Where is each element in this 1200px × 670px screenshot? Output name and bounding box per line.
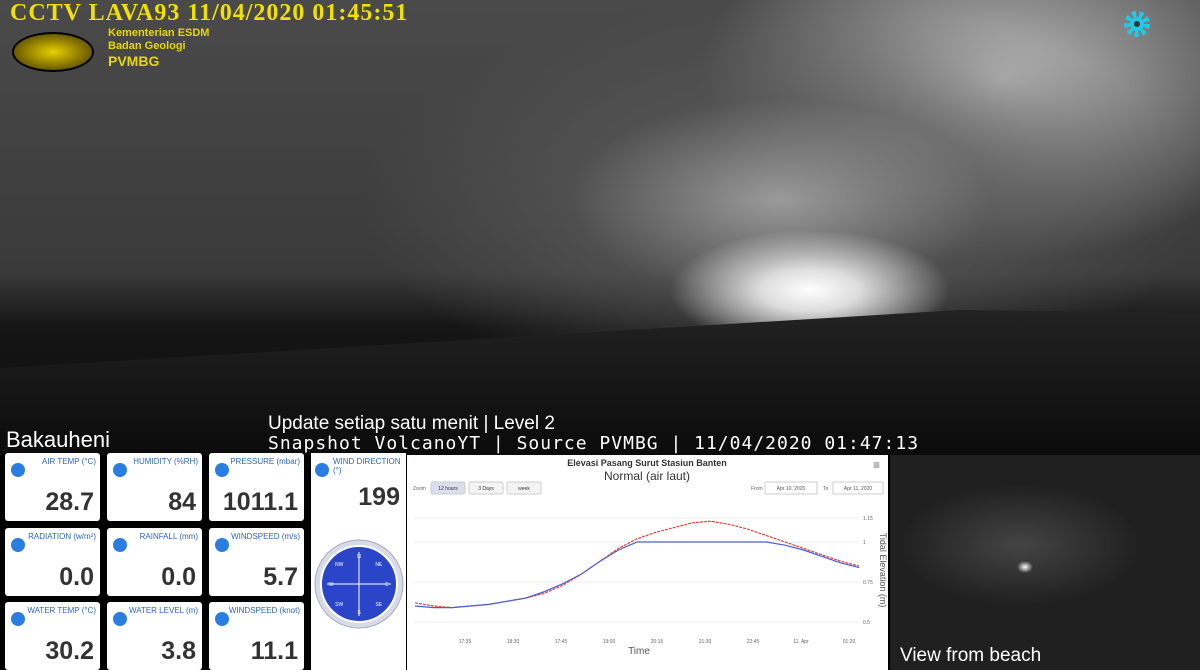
- x-tick-label: 18:30: [507, 639, 520, 645]
- weather-widget: WINDSPEED (m/s) 5.7: [209, 528, 304, 596]
- zoom-label: Zoom: [413, 486, 426, 492]
- x-axis-label: Time: [628, 646, 650, 657]
- from-label: From: [751, 486, 763, 492]
- weather-widget: AIR TEMP (°C) 28.7: [5, 453, 100, 521]
- compass-label: E: [385, 582, 389, 588]
- beach-camera: View from beach: [890, 455, 1200, 670]
- widget-icon: [113, 538, 127, 552]
- from-date: Apr 10, 2020: [777, 486, 806, 492]
- y-tick-label: 1.15: [863, 516, 873, 522]
- x-tick-label: 19:00: [603, 639, 616, 645]
- widget-value: 0.0: [161, 563, 196, 591]
- tide-line: [414, 520, 860, 609]
- x-tick-label: 01:20: [843, 639, 856, 645]
- compass-label: SW: [335, 602, 343, 608]
- widget-label: WATER LEVEL (m): [128, 606, 198, 615]
- org-line: Badan Geologi: [108, 40, 186, 52]
- widget-label: WINDSPEED (m/s): [231, 532, 300, 541]
- zoom-button[interactable]: [506, 481, 542, 495]
- location-label: Bakauheni: [6, 427, 110, 452]
- widget-value: 30.2: [45, 637, 94, 665]
- tide-chart: Elevasi Pasang Surut Stasiun BantenNorma…: [413, 458, 888, 657]
- x-tick-label: 11. Apr: [793, 639, 809, 645]
- chart-subtitle: Normal (air laut): [604, 469, 690, 483]
- to-label: To: [823, 486, 829, 492]
- compass-label: NW: [335, 562, 344, 568]
- x-tick-label: 17:45: [555, 639, 568, 645]
- weather-widget: PRESSURE (mbar) 1011.1: [209, 453, 304, 521]
- compass-label: NE: [375, 562, 383, 568]
- widget-label: WINDSPEED (knot): [228, 606, 300, 615]
- logo: [12, 32, 94, 72]
- zoom-button-label: week: [518, 486, 530, 492]
- wind-panel: WIND DIRECTION (°) 199 N NE E SE S SW W NW: [311, 453, 406, 670]
- widget-label: WATER TEMP (°C): [27, 606, 96, 615]
- widget-icon: [215, 612, 229, 626]
- compass-label: S: [357, 610, 361, 616]
- widget-label: RADIATION (w/m²): [28, 532, 96, 541]
- widget-value: 5.7: [263, 563, 298, 591]
- menu-icon: ≡: [873, 458, 880, 472]
- settings-icon[interactable]: [1120, 10, 1154, 38]
- weather-widget: RADIATION (w/m²) 0.0: [5, 528, 100, 596]
- x-tick-label: 17:35: [459, 639, 472, 645]
- tide-chart-panel: Elevasi Pasang Surut Stasiun Banten Norma…: [407, 455, 888, 670]
- compass-label: N: [357, 554, 361, 560]
- weather-widget: RAINFALL (mm) 0.0: [107, 528, 202, 596]
- weather-widget: HUMIDITY (%RH) 84: [107, 453, 202, 521]
- widget-value: 28.7: [45, 488, 94, 516]
- y-tick-label: 0.5: [863, 620, 870, 626]
- to-date: Apr 11, 2020: [844, 486, 872, 492]
- widget-icon: [215, 463, 229, 477]
- wind-icon: [315, 463, 329, 477]
- x-tick-label: 20:15: [651, 639, 664, 645]
- widget-label: AIR TEMP (°C): [41, 457, 96, 466]
- widget-icon: [113, 463, 127, 477]
- compass: N NE E SE S SW W NW: [314, 539, 404, 629]
- widget-value: 1011.1: [222, 488, 298, 516]
- widget-label: PRESSURE (mbar): [230, 457, 300, 466]
- tide-line: [414, 541, 860, 609]
- widget-value: 0.0: [59, 563, 94, 591]
- org-line: Kementerian ESDM: [108, 27, 210, 39]
- compass-label: SE: [375, 602, 382, 608]
- update-text: Update setiap satu menit | Level 2: [268, 413, 555, 434]
- widget-icon: [11, 463, 25, 477]
- wind-value: 199: [358, 483, 400, 511]
- widget-label: HUMIDITY (%RH): [133, 457, 198, 466]
- x-tick-label: 21:30: [699, 639, 712, 645]
- weather-widget: WINDSPEED (knot) 11.1: [209, 602, 304, 670]
- zoom-button[interactable]: [430, 481, 466, 495]
- y-axis-label: Tidal Elevation (m): [878, 533, 888, 608]
- widget-icon: [11, 612, 25, 626]
- widget-icon: [215, 538, 229, 552]
- widget-value: 84: [168, 488, 196, 516]
- y-tick-label: 0.75: [863, 580, 873, 586]
- widget-value: 3.8: [161, 637, 196, 665]
- wind-label: WIND DIRECTION (°): [333, 457, 401, 475]
- weather-widget: WATER LEVEL (m) 3.8: [107, 602, 202, 670]
- widget-label: RAINFALL (mm): [139, 532, 198, 541]
- compass-label: W: [329, 582, 334, 588]
- widget-value: 11.1: [250, 637, 298, 665]
- beach-label: View from beach: [900, 645, 1042, 666]
- date-input[interactable]: [832, 481, 884, 495]
- snapshot-text: Snapshot VolcanoYT | Source PVMBG | 11/0…: [268, 433, 920, 454]
- date-input[interactable]: [764, 481, 818, 495]
- org-line: PVMBG: [108, 53, 160, 69]
- widget-icon: [11, 538, 25, 552]
- zoom-button-label: 12 hours: [438, 486, 458, 492]
- zoom-button[interactable]: [468, 481, 504, 495]
- camera-title: CCTV LAVA93 11/04/2020 01:45:51: [10, 0, 409, 26]
- zoom-button-label: 3 Days: [478, 486, 494, 492]
- widget-icon: [113, 612, 127, 626]
- y-tick-label: 1: [863, 540, 866, 546]
- chart-title: Elevasi Pasang Surut Stasiun Banten: [567, 458, 727, 468]
- weather-widget: WATER TEMP (°C) 30.2: [5, 602, 100, 670]
- x-tick-label: 22:45: [747, 639, 760, 645]
